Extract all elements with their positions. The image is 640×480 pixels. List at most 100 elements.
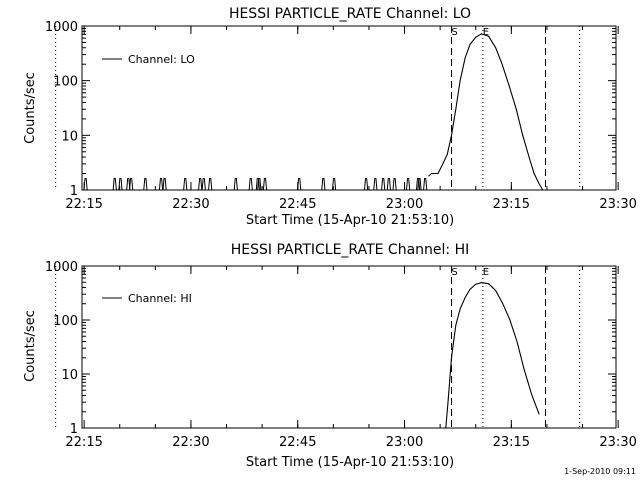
- panel-hi-rate-point: [447, 401, 449, 403]
- panel-lo-rate-point: [542, 189, 544, 191]
- panel-lo-noise-spike: [208, 178, 213, 191]
- panel-lo-axes-box: [81, 25, 617, 191]
- panel-lo-rate-point: [441, 166, 442, 167]
- panel-lo-noise-spike: [248, 178, 253, 191]
- panel-lo-noise-spike: [262, 178, 268, 191]
- panel-hi-rate-point: [531, 395, 533, 396]
- panel-lo-marker-label-s: S: [451, 27, 457, 38]
- panel-lo-rate-point: [434, 173, 436, 174]
- panel-hi-rate-point: [538, 413, 540, 415]
- panel-hi-rate-point: [488, 283, 489, 285]
- panel-lo-xtick-label: 22:30: [172, 197, 209, 212]
- panel-lo-noise-spike: [386, 178, 391, 191]
- panel-lo-noise-spike: [423, 178, 428, 191]
- panel-lo-legend-label: Channel: LO: [128, 53, 195, 66]
- panel-hi-ytick-label: 1000: [45, 260, 78, 275]
- panel-lo-noise-spike: [143, 178, 148, 191]
- panel-lo-title: HESSI PARTICLE_RATE Channel: LO: [229, 6, 471, 22]
- panel-lo-rate-point: [538, 183, 540, 185]
- panel-lo-xtick-label: 22:45: [279, 197, 316, 212]
- panel-hi-rate-point: [481, 282, 482, 284]
- panel-hi-ylabel: Counts/sec: [23, 310, 38, 382]
- panel-lo-noise-spike: [201, 178, 206, 191]
- panel-lo-noise-spike: [405, 178, 411, 191]
- panel-lo-ytick-label: 100: [53, 75, 78, 90]
- panel-hi-xtick-label: 22:45: [279, 435, 316, 450]
- panel-hi-axes-box: [81, 265, 617, 429]
- panel-lo-marker-label-e: E: [483, 27, 489, 38]
- panel-lo-xtick-label: 23:30: [599, 197, 636, 212]
- panel-hi-marker-label-e: E: [483, 267, 489, 278]
- panel-hi-rate-point: [464, 297, 466, 298]
- panel-lo-rate-point: [446, 153, 448, 155]
- panel-lo-rate-point: [451, 134, 452, 136]
- panel-hi-ytick-label: 1: [70, 422, 78, 437]
- panel-lo-ytick-label: 1: [70, 184, 78, 199]
- panel-hi-rate-point: [455, 324, 457, 326]
- panel-lo-ylabel: Counts/sec: [23, 72, 38, 144]
- panel-lo-xtick-label: 23:00: [386, 197, 423, 212]
- panel-lo-noise-spike: [417, 178, 422, 191]
- panel-lo-noise-spike: [158, 178, 164, 191]
- footer-date: 1-Sep-2010 09:11: [564, 467, 636, 476]
- panel-lo-noise-spike: [331, 178, 337, 191]
- panel-lo-rate-point: [508, 85, 510, 87]
- panel-hi-xtick-label: 23:30: [599, 435, 636, 450]
- panel-hi-rate-point: [495, 290, 497, 292]
- panel-hi-marker-label-s: S: [451, 267, 457, 278]
- panel-hi-rate-point: [523, 369, 525, 371]
- panel-hi-rate-point: [445, 427, 447, 429]
- panel-lo-noise-spike: [162, 178, 167, 191]
- panel-lo-noise-spike: [255, 178, 260, 191]
- panel-lo-xlabel: Start Time (15-Apr-10 21:53:10): [246, 213, 454, 228]
- panel-hi-xtick-label: 23:15: [493, 435, 530, 450]
- panel-lo-rate-point: [515, 108, 517, 110]
- panel-lo-noise-spike: [381, 178, 386, 191]
- panel-lo-noise-spike: [373, 178, 378, 191]
- panel-lo-xtick-label: 22:15: [65, 197, 102, 212]
- panel-lo-noise-spike: [129, 178, 134, 191]
- panel-lo-rate-point: [495, 47, 497, 49]
- panel-lo-rate-point: [431, 173, 432, 174]
- panel-hi-rate-point: [475, 283, 477, 285]
- panel-hi-legend-label: Channel: HI: [128, 292, 192, 305]
- panel-hi-xtick-label: 22:15: [65, 435, 102, 450]
- panel-lo-rate-point: [488, 35, 489, 37]
- panel-lo-noise-spike: [363, 178, 369, 191]
- panel-hi-ytick-label: 100: [53, 314, 78, 329]
- panel-lo-rate-point: [464, 57, 466, 59]
- panel-lo-rate-point: [459, 80, 461, 82]
- panel-hi-rate-point: [509, 319, 511, 321]
- panel-lo-ytick-label: 1000: [45, 20, 78, 35]
- panel-hi-rate-point: [502, 303, 504, 305]
- panel-hi-xtick-label: 23:00: [386, 435, 423, 450]
- panel-lo-noise-spike: [183, 178, 188, 191]
- panel-lo-rate-point: [475, 36, 477, 38]
- panel-hi-rate-point: [451, 357, 452, 359]
- panel-hi-title: HESSI PARTICLE_RATE Channel: HI: [231, 242, 469, 258]
- panel-lo-noise-spike: [233, 178, 238, 191]
- panel-lo-noise-spike: [112, 178, 117, 191]
- panel-lo-noise-spike: [257, 178, 262, 191]
- panel-hi-ytick-label: 10: [61, 368, 78, 383]
- panel-lo-noise-spike: [198, 178, 203, 191]
- panel-lo-xtick-label: 23:15: [493, 197, 530, 212]
- panel-lo-noise-spike: [83, 178, 88, 191]
- panel-lo-noise-spike: [415, 178, 421, 191]
- panel-lo-rate-point: [455, 108, 457, 110]
- panel-hi-rate-point: [459, 308, 461, 310]
- panel-hi-rate-point: [469, 288, 471, 290]
- panel-lo-noise-spike: [321, 178, 326, 191]
- panel-hi-xlabel: Start Time (15-Apr-10 21:53:10): [246, 455, 454, 470]
- panel-lo-noise-spike: [118, 178, 123, 191]
- panel-lo-ytick-label: 10: [61, 129, 78, 144]
- panel-lo-rate-point: [528, 156, 530, 158]
- panel-lo-rate-point: [428, 175, 430, 177]
- panel-lo-rate-point: [501, 63, 503, 65]
- panel-hi-xtick-label: 22:30: [172, 435, 209, 450]
- panel-lo-rate-point: [481, 33, 482, 35]
- panel-hi-rate-point: [516, 341, 518, 342]
- panel-lo-rate-point: [522, 134, 524, 136]
